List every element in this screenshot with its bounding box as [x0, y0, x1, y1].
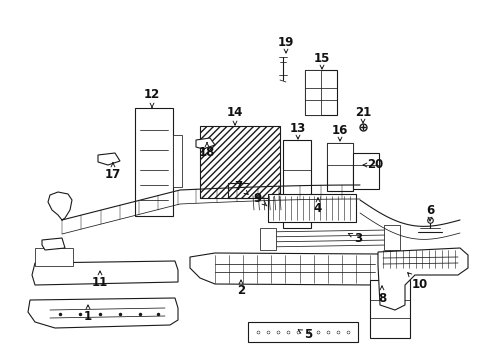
Text: 16: 16 [331, 123, 347, 141]
Polygon shape [190, 253, 391, 285]
Text: 5: 5 [298, 328, 311, 342]
Bar [305, 70, 320, 115]
Text: 21: 21 [354, 105, 370, 123]
Polygon shape [98, 153, 120, 165]
Bar [260, 228, 275, 250]
Text: 18: 18 [199, 143, 215, 158]
Text: 4: 4 [313, 198, 322, 215]
Text: 7: 7 [233, 180, 248, 194]
Text: 12: 12 [143, 89, 160, 107]
Text: 1: 1 [84, 305, 92, 323]
Bar [200, 126, 280, 198]
Bar [305, 70, 336, 115]
Text: 20: 20 [362, 158, 382, 171]
Bar [267, 194, 355, 222]
Text: 13: 13 [289, 122, 305, 139]
Text: 15: 15 [313, 51, 329, 69]
Text: 2: 2 [237, 280, 244, 297]
Bar [173, 135, 182, 187]
Polygon shape [42, 238, 65, 250]
Polygon shape [377, 248, 467, 310]
Text: 14: 14 [226, 105, 243, 125]
Bar [135, 108, 173, 216]
Text: 6: 6 [425, 203, 433, 221]
Bar [326, 143, 352, 191]
Text: 8: 8 [377, 286, 386, 306]
Polygon shape [32, 261, 178, 285]
Text: 10: 10 [407, 273, 427, 292]
Bar [283, 140, 310, 228]
Bar [247, 322, 357, 342]
Bar [326, 143, 352, 165]
Polygon shape [196, 138, 215, 149]
Bar [369, 280, 409, 338]
Text: 11: 11 [92, 271, 108, 288]
Text: 9: 9 [253, 192, 266, 206]
Bar [35, 248, 73, 266]
Bar [383, 225, 399, 250]
Text: 3: 3 [347, 231, 361, 244]
Text: 17: 17 [104, 163, 121, 181]
Text: 19: 19 [277, 36, 294, 53]
Polygon shape [28, 298, 178, 328]
Bar [352, 153, 378, 189]
